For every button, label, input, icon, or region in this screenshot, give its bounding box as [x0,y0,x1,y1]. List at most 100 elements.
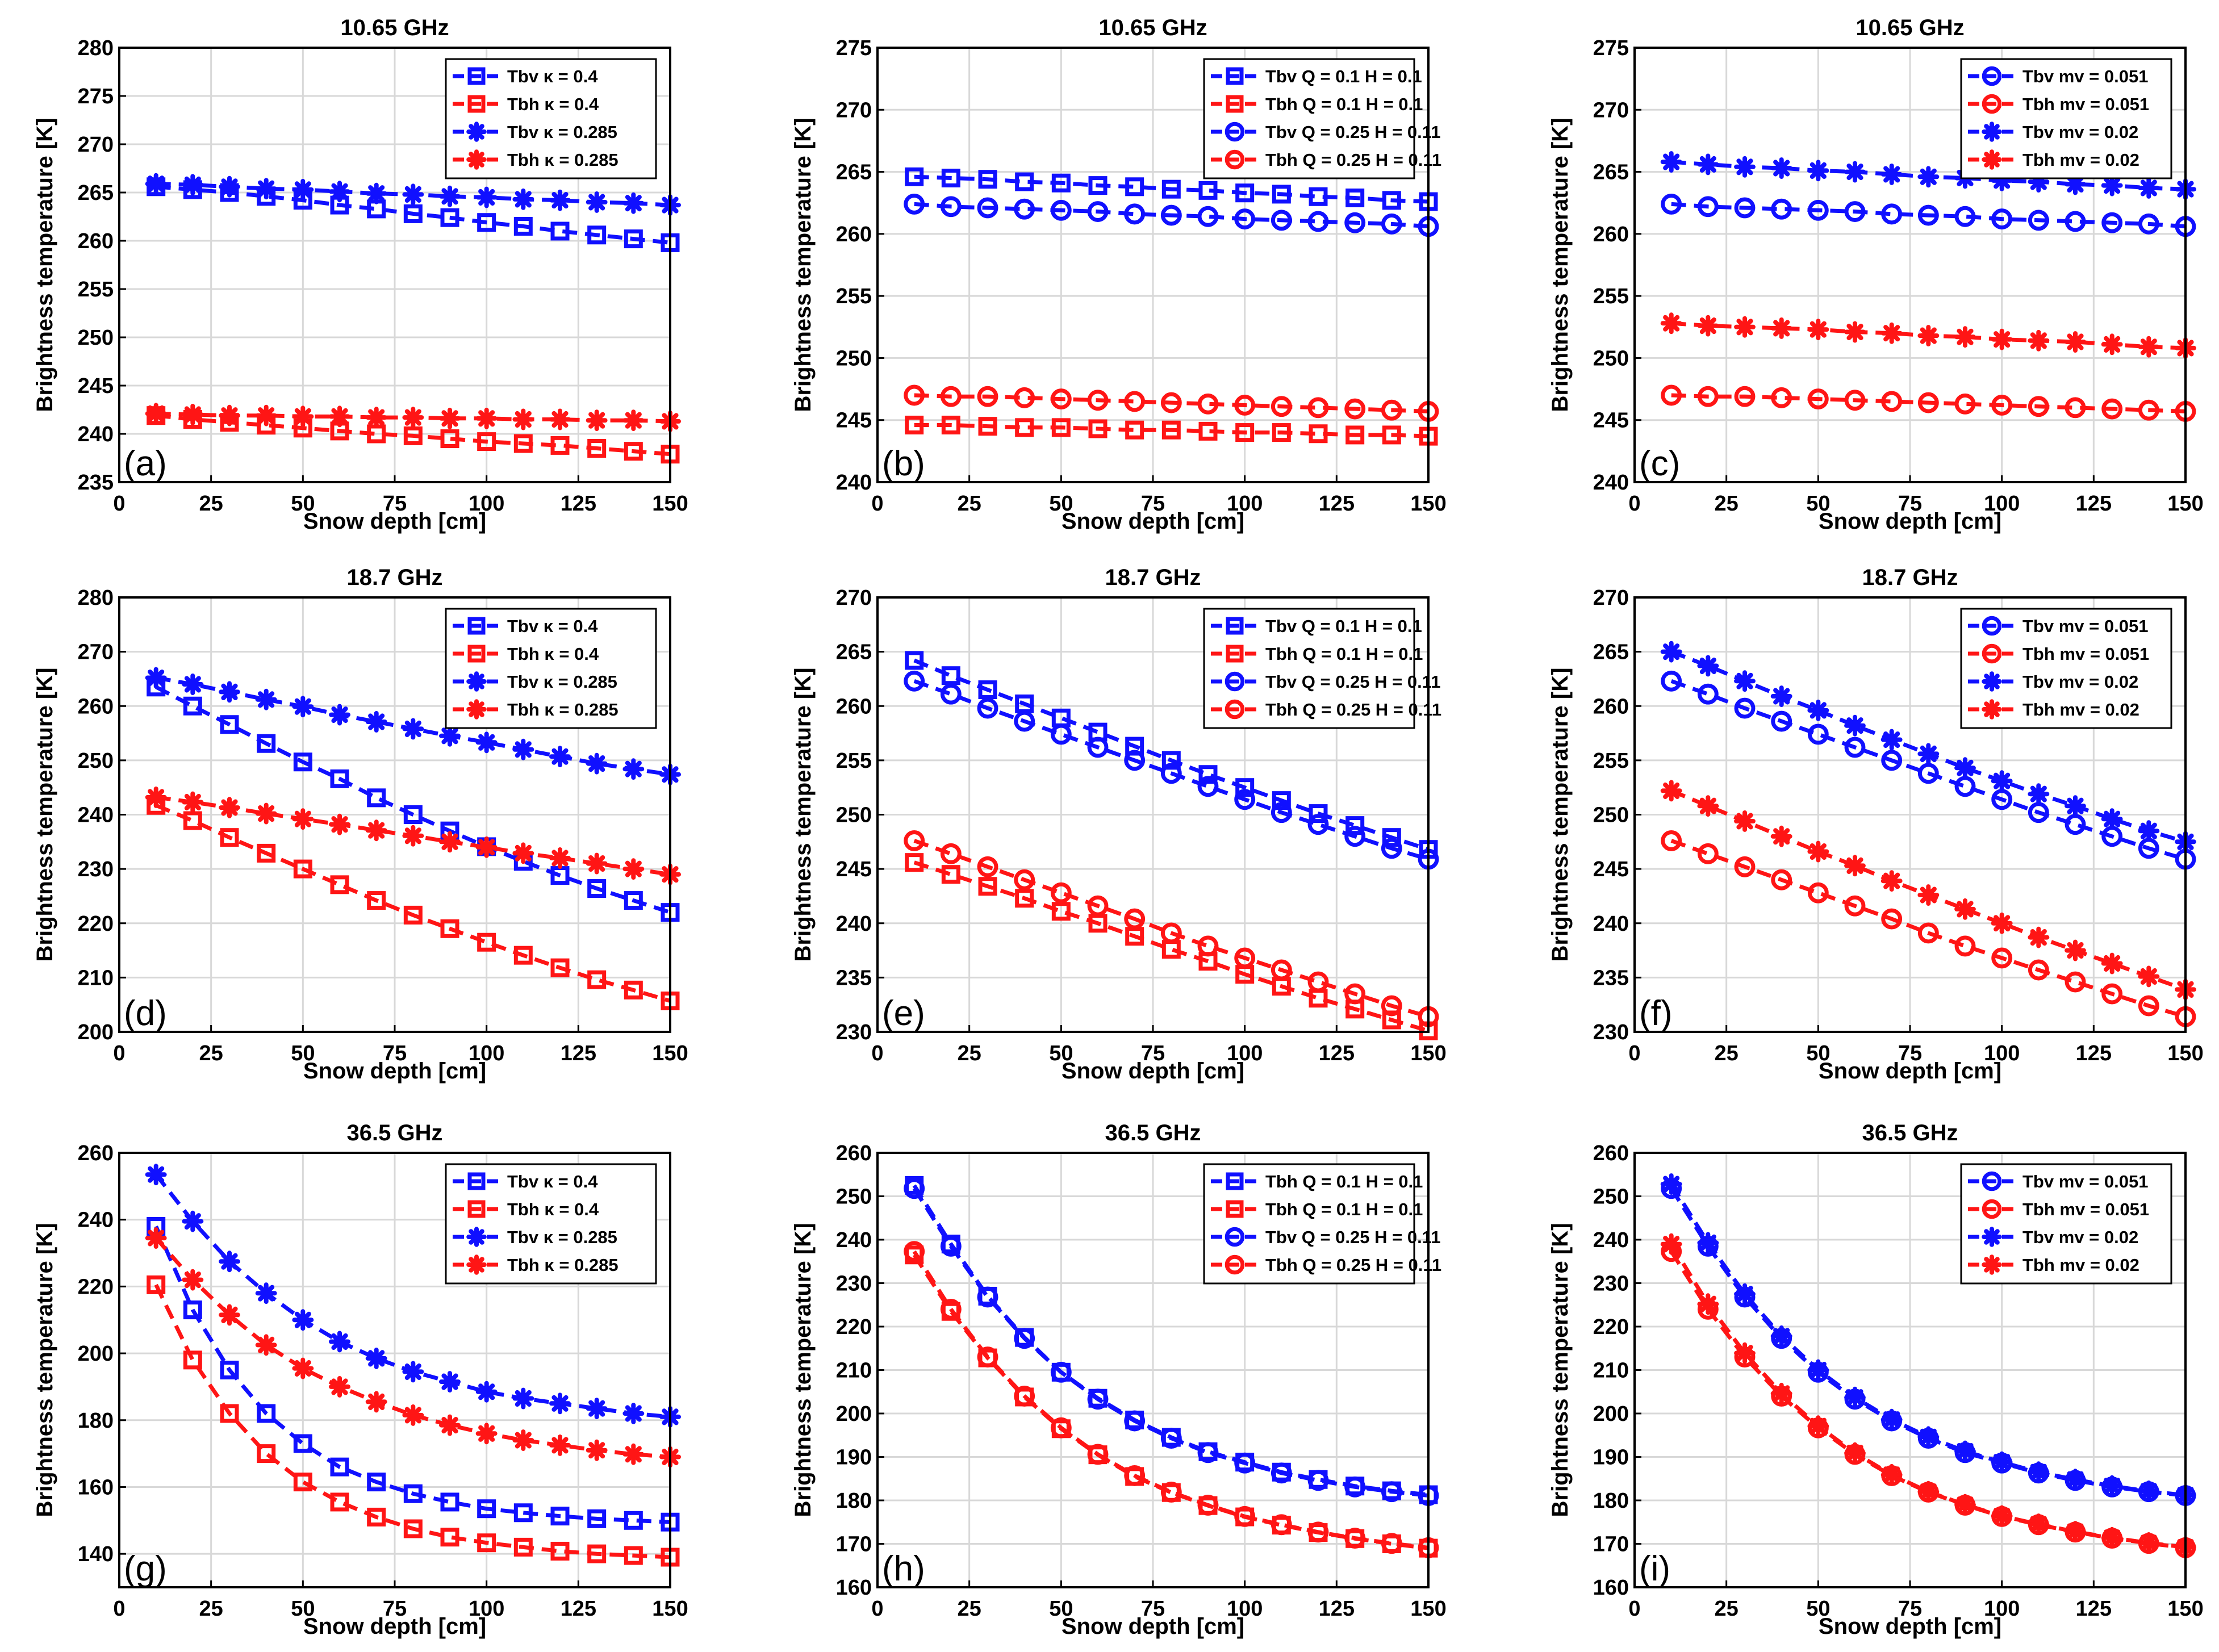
data-point [1087,390,1109,411]
data-point [220,715,239,734]
legend-label: Tbv Q = 0.1 H = 0.1 [1265,616,1422,636]
data-point [1234,1452,1256,1474]
data-point [145,173,167,195]
data-point [1807,160,1829,182]
data-point [477,213,496,232]
data-point [622,192,645,214]
data-point [440,1492,459,1512]
data-point [2138,820,2160,842]
legend-marker [1225,699,1245,720]
y-tick-label: 170 [1593,1533,1629,1557]
data-point [475,836,498,858]
axes-frame [1633,596,2187,1033]
x-tick-label: 25 [199,492,223,516]
legend-label: Tbh Q = 0.25 H = 0.11 [1265,1255,1441,1275]
x-tick-label: 25 [199,1042,223,1065]
data-point [2138,965,2160,988]
y-tick-label: 240 [78,1208,114,1232]
data-point [182,1210,204,1232]
data-point [622,1403,645,1424]
data-point [624,442,643,461]
data-point [1307,971,1329,993]
y-tick-label: 200 [78,1342,114,1366]
data-point [1881,203,1903,225]
data-point [1881,908,1903,930]
data-point [1991,1505,2013,1527]
legend-label: Tbh Q = 0.25 H = 0.11 [1265,700,1441,720]
legend-marker [1226,1172,1244,1190]
legend-label: Tbh Q = 0.1 H = 0.1 [1265,1199,1423,1219]
data-point [477,1533,496,1553]
y-tick-label: 250 [836,804,872,827]
legend-label: Tbh Q = 0.1 H = 0.1 [1265,644,1423,664]
data-point [1991,328,2013,350]
data-point [1161,179,1181,199]
data-point [586,191,608,213]
data-point [1014,198,1035,220]
data-point [2138,213,2159,235]
x-tick-label: 25 [199,1597,223,1621]
data-point [1917,204,1939,226]
data-point [1050,1417,1072,1438]
legend-marker [1982,1171,2002,1191]
y-tick-label: 255 [78,278,114,302]
data-point [1381,1481,1402,1503]
data-point [2028,926,2050,948]
data-point [1991,947,2013,969]
data-point [475,1423,498,1445]
y-tick-label: 220 [836,1315,872,1339]
chart-panel-a: 0 25 50 75 100 125 150 235 240 245 250 255 260 265 270… [32,15,688,534]
y-tick-label: 270 [1593,98,1629,122]
series-3 [145,1164,681,1428]
series-line [914,202,1429,229]
data-point [587,1509,607,1528]
chart-title: 10.65 GHz [1856,15,1964,40]
legend-marker [466,671,487,692]
legend-marker [1225,122,1245,142]
data-point [977,697,998,719]
x-tick-label: 50 [291,1042,315,1065]
y-tick-label: 255 [1593,749,1629,773]
data-point [2138,399,2159,421]
x-tick-label: 25 [1715,1597,1739,1621]
data-point [586,752,608,775]
data-point [2065,1469,2086,1491]
axes-frame [1633,47,2187,483]
data-point [1307,211,1329,232]
data-point [1271,396,1292,417]
x-tick-label: 0 [113,492,125,516]
data-point [1954,326,1976,348]
y-tick-label: 270 [78,641,114,664]
x-tick-label: 50 [1806,1597,1830,1621]
legend-label: Tbv Q = 0.25 H = 0.11 [1265,1227,1440,1247]
data-point [2101,333,2123,356]
chart-title: 18.7 GHz [347,565,443,590]
data-point [367,1507,386,1526]
data-point [219,797,240,818]
y-tick-label: 210 [836,1359,872,1383]
y-tick-label: 230 [836,1272,872,1296]
data-point [1807,388,1829,410]
y-tick-label: 245 [1593,858,1629,881]
legend: Tbv κ = 0.4 Tbh κ = 0.4 Tbv κ = 0.285 Tbh κ… [445,608,657,729]
legend-label: Tbh κ = 0.4 [507,1199,599,1219]
data-point [977,1286,998,1308]
data-point [1160,1428,1182,1449]
data-point [292,178,314,200]
data-point [512,1387,534,1410]
data-point [1917,922,1939,944]
data-point [1770,1325,1792,1347]
x-tick-label: 150 [652,1042,688,1065]
data-point [1272,423,1291,442]
x-tick-label: 75 [1898,1042,1922,1065]
data-point [622,409,645,432]
data-point [1954,393,1976,415]
legend-label: Tbh mv = 0.02 [2022,150,2139,170]
data-point [513,1503,533,1523]
x-tick-label: 50 [1049,492,1073,516]
data-point [403,204,423,223]
legend-marker [1225,1227,1245,1247]
data-point [1125,420,1144,440]
y-tick-label: 200 [78,1021,114,1044]
legend-marker [466,1227,487,1247]
